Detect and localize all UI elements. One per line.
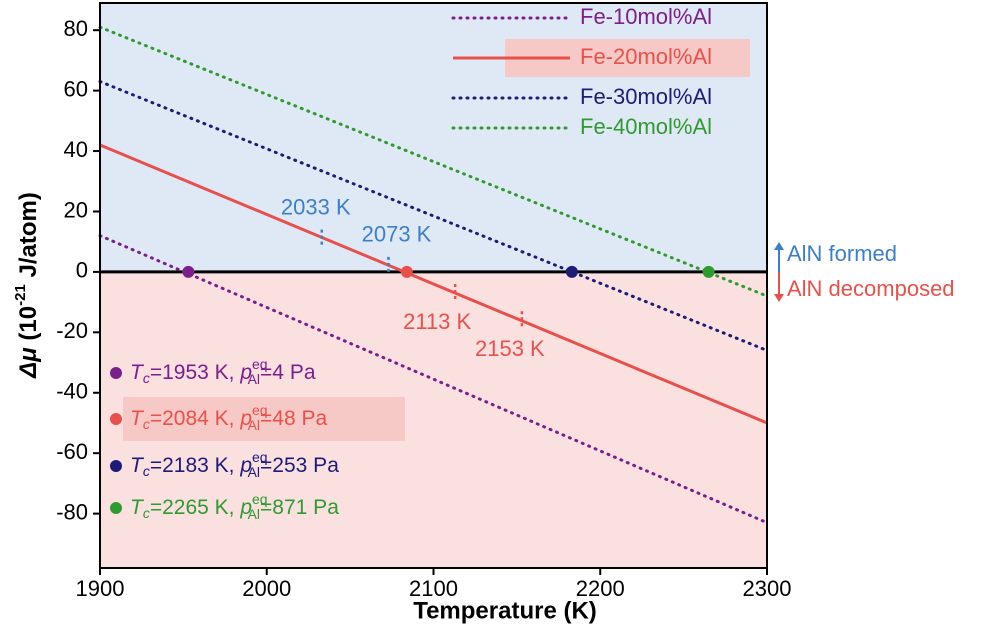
y-title-symbol: Δμ — [15, 347, 42, 379]
tc-label: Tc=2265 K, peq Al=871 Pa — [130, 491, 339, 522]
legend-label: Fe-20mol%Al — [580, 44, 712, 69]
tc-label-part: eq — [252, 449, 268, 465]
tc-label-part: =4 Pa — [260, 361, 316, 384]
y-title-close: J/atom) — [15, 192, 42, 284]
arrow-up-head — [774, 242, 784, 250]
plot-frame — [99, 2, 768, 569]
tc-bullet — [110, 413, 122, 425]
series-line — [98, 80, 769, 352]
series-line — [98, 25, 769, 298]
critical-point — [702, 265, 715, 278]
x-tick-label: 1900 — [76, 576, 125, 601]
tc-label-part: eq — [252, 491, 268, 507]
y-tick-label: -20 — [56, 318, 88, 343]
x-tick-label: 2300 — [743, 576, 792, 601]
y-tick-label: 40 — [64, 137, 88, 162]
tc-label-part: p — [239, 454, 252, 477]
tc-bullet — [110, 367, 122, 379]
tc-label-part: c — [143, 463, 150, 479]
legend-label: Fe-40mol%Al — [580, 114, 712, 139]
tc-bullet — [110, 460, 122, 472]
x-tick-label: 2100 — [409, 576, 458, 601]
x-tick-label: 2200 — [576, 576, 625, 601]
critical-point — [400, 265, 413, 278]
tc-label-part: c — [143, 505, 150, 521]
tc-label-part: p — [239, 496, 252, 519]
series-line — [99, 143, 768, 425]
y-tick-label: 0 — [76, 258, 88, 283]
y-tick-label: 60 — [64, 76, 88, 101]
tc-label-part: c — [143, 416, 150, 432]
tc-label-part: =253 Pa — [260, 454, 339, 477]
tc-label-part: =48 Pa — [260, 407, 327, 430]
legend-label: Fe-10mol%Al — [580, 4, 712, 29]
series-line — [98, 234, 769, 525]
x-axis-title: Temperature (K) — [413, 597, 597, 624]
y-tick-label: 80 — [64, 16, 88, 41]
marker-label: 2113 K — [403, 309, 471, 334]
tc-label: Tc=2084 K, peq Al=48 Pa — [130, 402, 328, 433]
tc-label-part: Al — [248, 371, 260, 387]
y-tick-label: -80 — [56, 499, 88, 524]
arrow-down-head — [774, 294, 784, 302]
tc-label-part: =1953 K, — [150, 361, 241, 384]
tc-bullet — [110, 502, 122, 514]
marker-label: 2033 K — [281, 194, 351, 219]
tc-label-part: T — [130, 496, 145, 519]
tc-label-part: T — [130, 407, 145, 430]
tc-label: Tc=2183 K, peq Al=253 Pa — [130, 449, 339, 480]
y-axis-title: Δμ (10-21 J/atom) — [12, 192, 42, 379]
y-tick-label: 20 — [64, 197, 88, 222]
side-label: AlN formed — [787, 241, 897, 266]
tc-label: Tc=1953 K, peq Al=4 Pa — [130, 356, 316, 387]
legend-label: Fe-30mol%Al — [580, 84, 712, 109]
marker-label: 2153 K — [475, 336, 545, 361]
x-tick-label: 2000 — [242, 576, 291, 601]
y-title-exp: -21 — [12, 284, 29, 306]
critical-point — [565, 265, 578, 278]
tc-label-part: eq — [252, 402, 268, 418]
y-title-open: (10 — [15, 306, 42, 347]
tc-label-part: c — [143, 370, 150, 386]
tc-label-part: p — [239, 407, 252, 430]
tc-label-part: eq — [252, 356, 268, 372]
tc-label-part: =871 Pa — [260, 496, 339, 519]
y-tick-label: -60 — [56, 439, 88, 464]
tc-label-part: =2183 K, — [150, 454, 241, 477]
tc-label-part: =2265 K, — [150, 496, 241, 519]
tc-label-part: T — [130, 361, 145, 384]
tc-label-part: p — [239, 361, 252, 384]
marker-label: 2073 K — [362, 222, 432, 247]
tc-label-part: Al — [248, 417, 260, 433]
critical-point — [182, 265, 195, 278]
tc-label-part: T — [130, 454, 145, 477]
tc-highlight — [123, 397, 405, 441]
tc-label-part: =2084 K, — [150, 407, 241, 430]
tc-label-part: Al — [248, 506, 260, 522]
y-tick-label: -40 — [56, 379, 88, 404]
side-label: AlN decomposed — [787, 276, 955, 301]
tc-label-part: Al — [248, 464, 260, 480]
